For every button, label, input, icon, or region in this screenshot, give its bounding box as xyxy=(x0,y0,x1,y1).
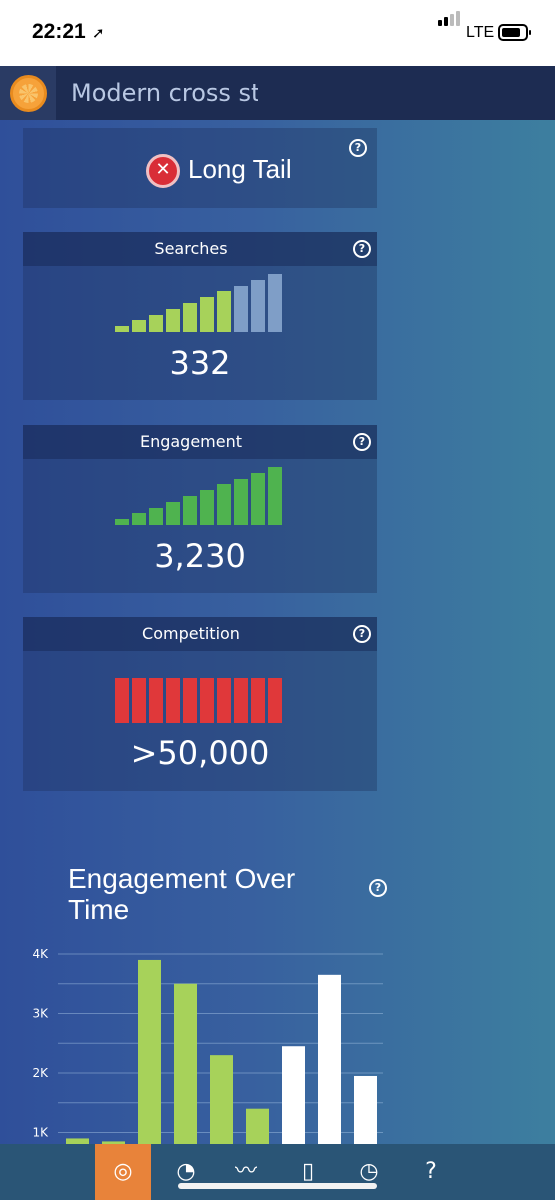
speedometer-icon: ◔ xyxy=(176,1159,196,1184)
search-input[interactable] xyxy=(58,66,258,120)
meter-bar xyxy=(166,678,180,723)
clock-icon: ◷ xyxy=(359,1159,379,1184)
meter-bar xyxy=(200,490,214,525)
engagement-title: Engagement xyxy=(139,432,243,451)
app-screen: ✕ Long Tail ? Searches ? 332 Engagement … xyxy=(0,66,555,1200)
y-tick-label: 3K xyxy=(32,1007,49,1021)
meter-bar xyxy=(217,484,231,525)
app-logo[interactable] xyxy=(0,66,56,120)
long-tail-label: Long Tail xyxy=(188,154,292,184)
chart-bar[interactable] xyxy=(246,1108,269,1146)
searches-panel: Searches ? 332 xyxy=(23,232,377,400)
help-icon[interactable]: ? xyxy=(349,139,367,157)
meter-bar xyxy=(251,280,265,332)
help-icon: ? xyxy=(425,1159,437,1184)
nav-trends[interactable]: 〰 xyxy=(218,1144,274,1200)
meter-bar xyxy=(234,678,248,723)
long-tail-panel: ✕ Long Tail ? xyxy=(23,128,377,208)
meter-bar xyxy=(268,467,282,525)
chart-bar[interactable] xyxy=(102,1141,125,1146)
meter-bar xyxy=(115,519,129,525)
competition-meter xyxy=(115,678,285,723)
meter-bar xyxy=(251,473,265,525)
help-icon[interactable]: ? xyxy=(353,240,371,258)
chart-bar[interactable] xyxy=(354,1075,377,1146)
close-circle-icon: ✕ xyxy=(146,154,180,188)
panel-header: Competition ? xyxy=(23,617,377,651)
y-tick-label: 2K xyxy=(32,1066,49,1080)
meter-bar xyxy=(200,297,214,332)
chart-bar[interactable] xyxy=(66,1138,89,1146)
chart-title: Engagement Over Time xyxy=(68,863,296,925)
status-time: 22:21 xyxy=(32,20,86,43)
meter-bar xyxy=(132,513,146,525)
panel-header: Engagement ? xyxy=(23,425,377,459)
nav-explore[interactable]: ◎ xyxy=(95,1144,151,1200)
meter-bar xyxy=(132,678,146,723)
meter-bar xyxy=(217,678,231,723)
meter-bar xyxy=(166,502,180,525)
meter-bar xyxy=(217,291,231,332)
status-bar: 22:21 ➚ LTE xyxy=(0,0,555,66)
compass-icon: ◎ xyxy=(113,1159,133,1184)
engagement-panel: Engagement ? 3,230 xyxy=(23,425,377,593)
y-tick-label: 4K xyxy=(32,947,49,961)
nav-history[interactable]: ◷ xyxy=(341,1144,397,1200)
searches-meter xyxy=(115,274,285,332)
meter-bar xyxy=(234,286,248,332)
meter-bar xyxy=(166,309,180,332)
engagement-meter xyxy=(115,467,285,525)
meter-bar xyxy=(268,274,282,332)
network-type: LTE xyxy=(466,24,495,41)
chart-bar[interactable] xyxy=(318,974,341,1146)
chart-bar[interactable] xyxy=(138,959,161,1146)
chart-bar[interactable] xyxy=(282,1046,305,1146)
help-icon[interactable]: ? xyxy=(353,625,371,643)
nav-help[interactable]: ? xyxy=(403,1144,459,1200)
panel-header: Searches ? xyxy=(23,232,377,266)
home-indicator xyxy=(178,1183,377,1189)
meter-bar xyxy=(132,320,146,332)
competition-value: >50,000 xyxy=(130,734,270,772)
meter-bar xyxy=(251,678,265,723)
notebook-icon: ▯ xyxy=(301,1159,315,1184)
meter-bar xyxy=(183,303,197,332)
meter-bar xyxy=(200,678,214,723)
y-tick-label: 1K xyxy=(32,1126,49,1140)
competition-panel: Competition ? >50,000 xyxy=(23,617,377,791)
engagement-value: 3,230 xyxy=(154,537,246,575)
meter-bar xyxy=(115,326,129,332)
searches-value: 332 xyxy=(169,344,231,382)
help-icon[interactable]: ? xyxy=(369,879,387,897)
meter-bar xyxy=(149,678,163,723)
meter-bar xyxy=(183,496,197,525)
battery-icon xyxy=(498,24,531,41)
meter-bar xyxy=(115,678,129,723)
bottom-nav: ◎ ◔ 〰 ▯ ◷ ? xyxy=(0,1144,555,1200)
meter-bar xyxy=(149,508,163,525)
top-bar xyxy=(0,66,555,120)
nav-dashboard[interactable]: ◔ xyxy=(158,1144,214,1200)
meter-bar xyxy=(268,678,282,723)
engagement-chart: 4K 3K 2K 1K xyxy=(32,947,383,1146)
searches-title: Searches xyxy=(154,239,228,258)
help-icon[interactable]: ? xyxy=(353,433,371,451)
chart-bar[interactable] xyxy=(210,1055,233,1146)
meter-bar xyxy=(183,678,197,723)
trend-line-icon: 〰 xyxy=(234,1159,257,1184)
meter-bar xyxy=(234,479,248,525)
competition-title: Competition xyxy=(142,624,240,643)
nav-notebook[interactable]: ▯ xyxy=(280,1144,336,1200)
location-arrow-icon: ➚ xyxy=(92,24,105,42)
chart-bar[interactable] xyxy=(174,983,197,1146)
meter-bar xyxy=(149,315,163,332)
orange-logo-icon xyxy=(10,75,47,112)
